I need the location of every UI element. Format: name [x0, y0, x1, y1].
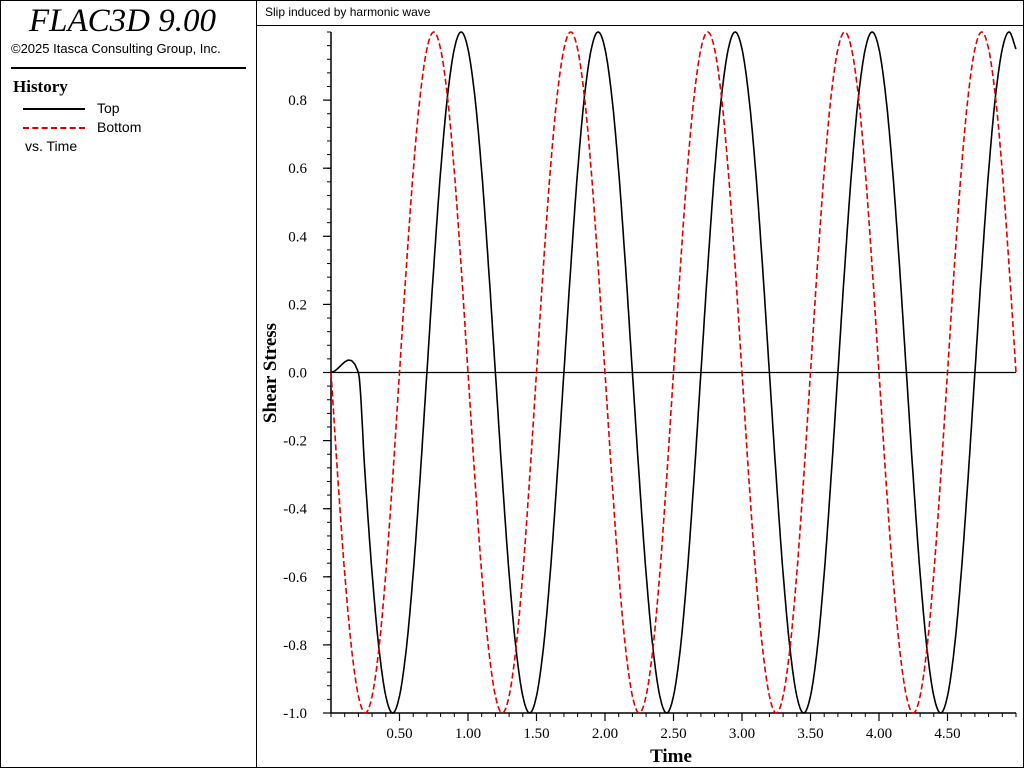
x-tick-label: 4.50	[934, 726, 960, 742]
y-tick-label: -0.4	[283, 502, 307, 518]
series-lines	[330, 31, 1017, 714]
y-tick-label: -0.2	[283, 434, 307, 450]
panel-divider	[11, 67, 246, 69]
shear-stress-chart: -1.0 -0.8 -0.6 -0.4 -0.2 0.0 0.2 0.4 0.6 0.8 0.50 1…	[260, 31, 1017, 767]
x-tick-label: 2.50	[660, 726, 686, 742]
x-tick-label: 1.50	[523, 726, 549, 742]
plot-title-bar: Slip induced by harmonic wave	[257, 1, 1024, 26]
legend-label-top: Top	[97, 100, 120, 116]
tick-marks	[323, 31, 1017, 721]
x-tick-label: 0.50	[386, 726, 412, 742]
legend-label-bottom: Bottom	[97, 119, 142, 135]
x-tick-label: 4.00	[866, 726, 892, 742]
axes	[330, 32, 1016, 714]
y-tick-label: 0.4	[288, 229, 307, 245]
copyright-text: ©2025 Itasca Consulting Group, Inc.	[11, 41, 221, 56]
tick-labels: -1.0 -0.8 -0.6 -0.4 -0.2 0.0 0.2 0.4 0.6 0.8 0.50 1…	[283, 93, 960, 742]
legend-swatch-bottom	[23, 127, 85, 129]
x-tick-label: 1.00	[455, 726, 481, 742]
x-tick-label: 3.00	[729, 726, 755, 742]
legend-swatch-top	[23, 108, 85, 110]
history-heading: History	[13, 77, 68, 96]
series-line-top	[330, 31, 1017, 714]
y-tick-label: 0.8	[288, 93, 307, 109]
y-tick-label: 0.2	[288, 297, 307, 313]
y-tick-label: 0.0	[288, 366, 307, 382]
y-tick-label: -0.6	[283, 570, 307, 586]
info-panel: FLAC3D 9.00 ©2025 Itasca Consulting Grou…	[1, 1, 257, 767]
y-tick-label: -0.8	[283, 638, 307, 654]
y-axis-label: Shear Stress	[260, 323, 281, 423]
plot-title: Slip induced by harmonic wave	[265, 5, 431, 19]
y-tick-label: 0.6	[288, 161, 307, 177]
x-tick-label: 3.50	[797, 726, 823, 742]
app-title: FLAC3D 9.00	[29, 3, 217, 39]
y-tick-label: -1.0	[283, 706, 307, 722]
x-tick-label: 2.00	[592, 726, 618, 742]
vs-time-label: vs. Time	[25, 138, 78, 154]
x-axis-label: Time	[650, 746, 692, 767]
